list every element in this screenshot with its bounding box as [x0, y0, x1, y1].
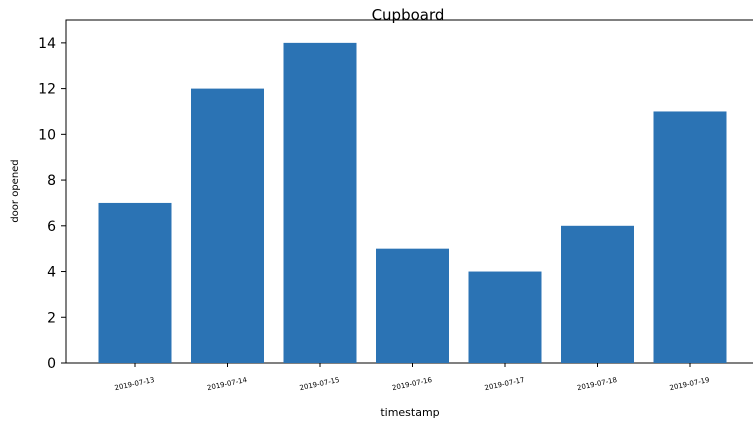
y-tick-label: 14 — [38, 36, 56, 52]
y-tick-label: 8 — [47, 173, 56, 189]
x-tick-label: 2019-07-19 — [669, 376, 710, 392]
bar-2019-07-17 — [469, 272, 542, 363]
bar-2019-07-13 — [99, 203, 172, 363]
x-tick-label: 2019-07-14 — [206, 376, 248, 392]
y-tick-label: 10 — [38, 127, 56, 143]
x-axis-label: timestamp — [380, 406, 439, 419]
bar-series — [99, 43, 727, 363]
bar-2019-07-14 — [191, 89, 264, 363]
bar-2019-07-19 — [654, 111, 727, 363]
y-tick-label: 12 — [38, 82, 56, 98]
y-tick-label: 4 — [47, 265, 56, 281]
y-tick-label: 0 — [47, 356, 56, 372]
chart-title: Cupboard — [372, 6, 445, 24]
bar-2019-07-16 — [376, 249, 449, 363]
x-axis: 2019-07-13 2019-07-14 2019-07-15 2019-07-16… — [114, 363, 710, 392]
x-tick-label: 2019-07-16 — [391, 376, 433, 392]
bar-2019-07-18 — [561, 226, 634, 363]
y-tick-label: 6 — [47, 219, 56, 235]
x-tick-label: 2019-07-15 — [299, 376, 340, 392]
bar-2019-07-15 — [284, 43, 357, 363]
y-tick-label: 2 — [47, 310, 56, 326]
x-tick-label: 2019-07-18 — [576, 376, 617, 392]
x-tick-label: 2019-07-13 — [114, 376, 155, 392]
y-axis: 0 2 4 6 8 10 12 14 — [38, 36, 66, 372]
y-axis-label: door opened — [10, 159, 21, 222]
x-tick-label: 2019-07-17 — [484, 376, 525, 392]
